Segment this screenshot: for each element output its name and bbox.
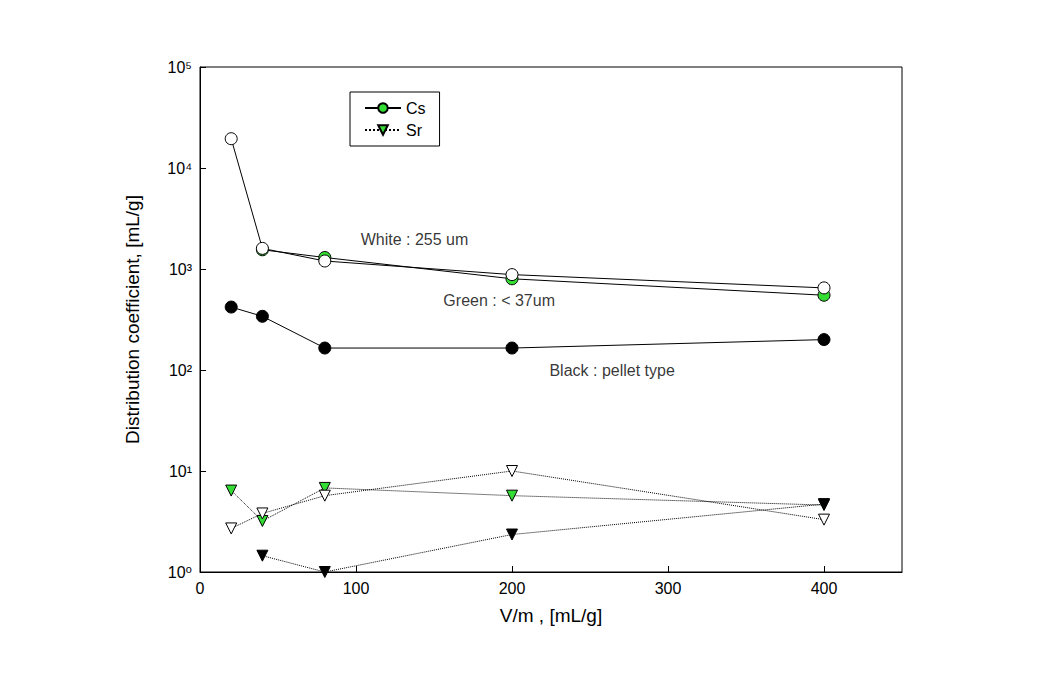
svg-text:300: 300 [655, 580, 682, 597]
svg-text:10³: 10³ [169, 261, 193, 278]
svg-text:Cs: Cs [406, 100, 426, 117]
svg-text:10⁵: 10⁵ [168, 59, 192, 76]
svg-text:Distribution coefficient, [mL/: Distribution coefficient, [mL/g] [122, 195, 143, 444]
svg-text:100: 100 [343, 580, 370, 597]
svg-text:200: 200 [499, 580, 526, 597]
svg-text:10⁰: 10⁰ [168, 564, 192, 581]
svg-text:White : 255 um: White : 255 um [361, 231, 469, 248]
svg-text:10¹: 10¹ [169, 463, 192, 480]
svg-text:10²: 10² [169, 362, 193, 379]
svg-text:400: 400 [811, 580, 838, 597]
svg-text:Sr: Sr [406, 122, 423, 139]
svg-text:V/m , [mL/g]: V/m , [mL/g] [500, 605, 602, 626]
svg-text:Black : pellet type: Black : pellet type [549, 362, 675, 379]
svg-text:Green : < 37um: Green : < 37um [443, 292, 555, 309]
svg-text:0: 0 [196, 580, 205, 597]
svg-text:10⁴: 10⁴ [167, 160, 192, 177]
